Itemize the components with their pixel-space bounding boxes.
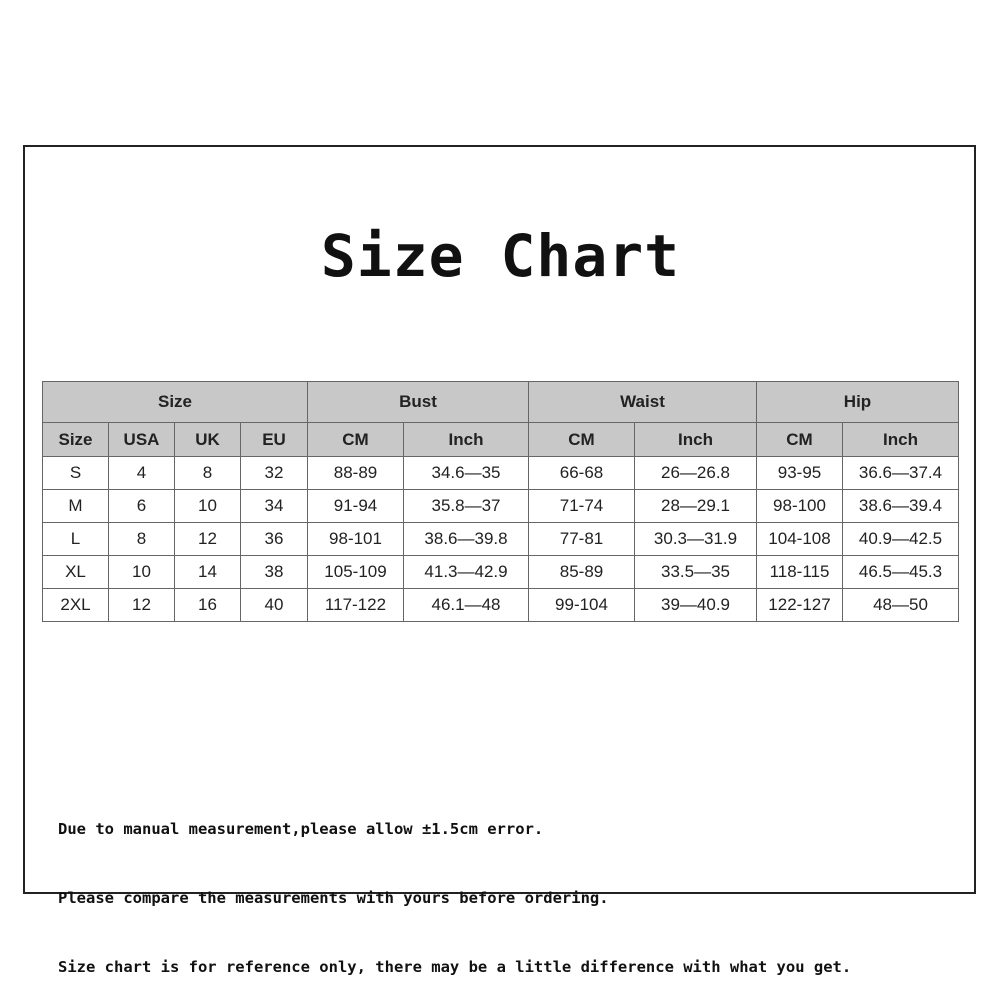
table-cell: 91-94 (307, 489, 404, 523)
column-header: USA (108, 422, 175, 457)
table-cell: 39—40.9 (634, 588, 757, 622)
table-row: 2XL 12 16 40 117-122 46.1—48 99-104 39—40.9 122-… (42, 588, 959, 622)
table-row: S 4 8 32 88-89 34.6—35 66-68 26—26.8 93-95 36.6—3… (42, 456, 959, 490)
table-cell: 8 (174, 456, 241, 490)
table-cell: 122-127 (756, 588, 843, 622)
table-cell: L (42, 522, 109, 556)
table-cell: 98-101 (307, 522, 404, 556)
column-header: Inch (842, 422, 959, 457)
note-line: Please compare the measurements with you… (58, 889, 609, 907)
table-row: L 8 12 36 98-101 38.6—39.8 77-81 30.3—31.9 104-1… (42, 522, 959, 556)
table-row: M 6 10 34 91-94 35.8—37 71-74 28—29.1 98-100 38.6… (42, 489, 959, 523)
group-header-size: Size (42, 381, 308, 423)
note-line: Size chart is for reference only, there … (58, 958, 852, 976)
table-cell: 10 (174, 489, 241, 523)
table-cell: 46.1—48 (403, 588, 529, 622)
table-row: XL 10 14 38 105-109 41.3—42.9 85-89 33.5—35 118-… (42, 555, 959, 589)
table-cell: 38.6—39.4 (842, 489, 959, 523)
table-cell: 85-89 (528, 555, 635, 589)
table-cell: 6 (108, 489, 175, 523)
table-cell: 77-81 (528, 522, 635, 556)
table-cell: 36.6—37.4 (842, 456, 959, 490)
table-cell: 46.5—45.3 (842, 555, 959, 589)
table-cell: 98-100 (756, 489, 843, 523)
table-cell: 28—29.1 (634, 489, 757, 523)
table-cell: 40.9—42.5 (842, 522, 959, 556)
table-cell: 8 (108, 522, 175, 556)
table-cell: S (42, 456, 109, 490)
page-title: Size Chart (320, 222, 681, 290)
size-table: Size Bust Waist Hip Size USA UK EU CM Inch CM I… (42, 381, 959, 622)
table-cell: 71-74 (528, 489, 635, 523)
column-header: Size (42, 422, 109, 457)
table-cell: 30.3—31.9 (634, 522, 757, 556)
column-header: Inch (403, 422, 529, 457)
table-cell: 38 (240, 555, 308, 589)
table-cell: 99-104 (528, 588, 635, 622)
table-cell: 117-122 (307, 588, 404, 622)
table-cell: XL (42, 555, 109, 589)
table-cell: M (42, 489, 109, 523)
column-header: CM (528, 422, 635, 457)
table-cell: 35.8—37 (403, 489, 529, 523)
table-cell: 32 (240, 456, 308, 490)
table-cell: 10 (108, 555, 175, 589)
table-cell: 14 (174, 555, 241, 589)
column-header: CM (307, 422, 404, 457)
chart-frame (23, 145, 976, 894)
table-cell: 26—26.8 (634, 456, 757, 490)
table-cell: 93-95 (756, 456, 843, 490)
table-cell: 34.6—35 (403, 456, 529, 490)
group-header-waist: Waist (528, 381, 757, 423)
table-cell: 12 (108, 588, 175, 622)
column-header: CM (756, 422, 843, 457)
column-header: Inch (634, 422, 757, 457)
group-header-hip: Hip (756, 381, 959, 423)
table-cell: 48—50 (842, 588, 959, 622)
table-cell: 41.3—42.9 (403, 555, 529, 589)
column-header: UK (174, 422, 241, 457)
table-cell: 88-89 (307, 456, 404, 490)
table-cell: 105-109 (307, 555, 404, 589)
table-cell: 38.6—39.8 (403, 522, 529, 556)
table-cell: 36 (240, 522, 308, 556)
table-cell: 40 (240, 588, 308, 622)
table-cell: 34 (240, 489, 308, 523)
table-cell: 16 (174, 588, 241, 622)
table-cell: 104-108 (756, 522, 843, 556)
note-line: Due to manual measurement,please allow ±… (58, 820, 544, 838)
table-cell: 118-115 (756, 555, 843, 589)
table-cell: 66-68 (528, 456, 635, 490)
table-cell: 4 (108, 456, 175, 490)
column-header: EU (240, 422, 308, 457)
table-cell: 2XL (42, 588, 109, 622)
group-header-bust: Bust (307, 381, 529, 423)
notes: Due to manual measurement,please allow ±… (58, 772, 851, 1002)
table-cell: 12 (174, 522, 241, 556)
table-cell: 33.5—35 (634, 555, 757, 589)
